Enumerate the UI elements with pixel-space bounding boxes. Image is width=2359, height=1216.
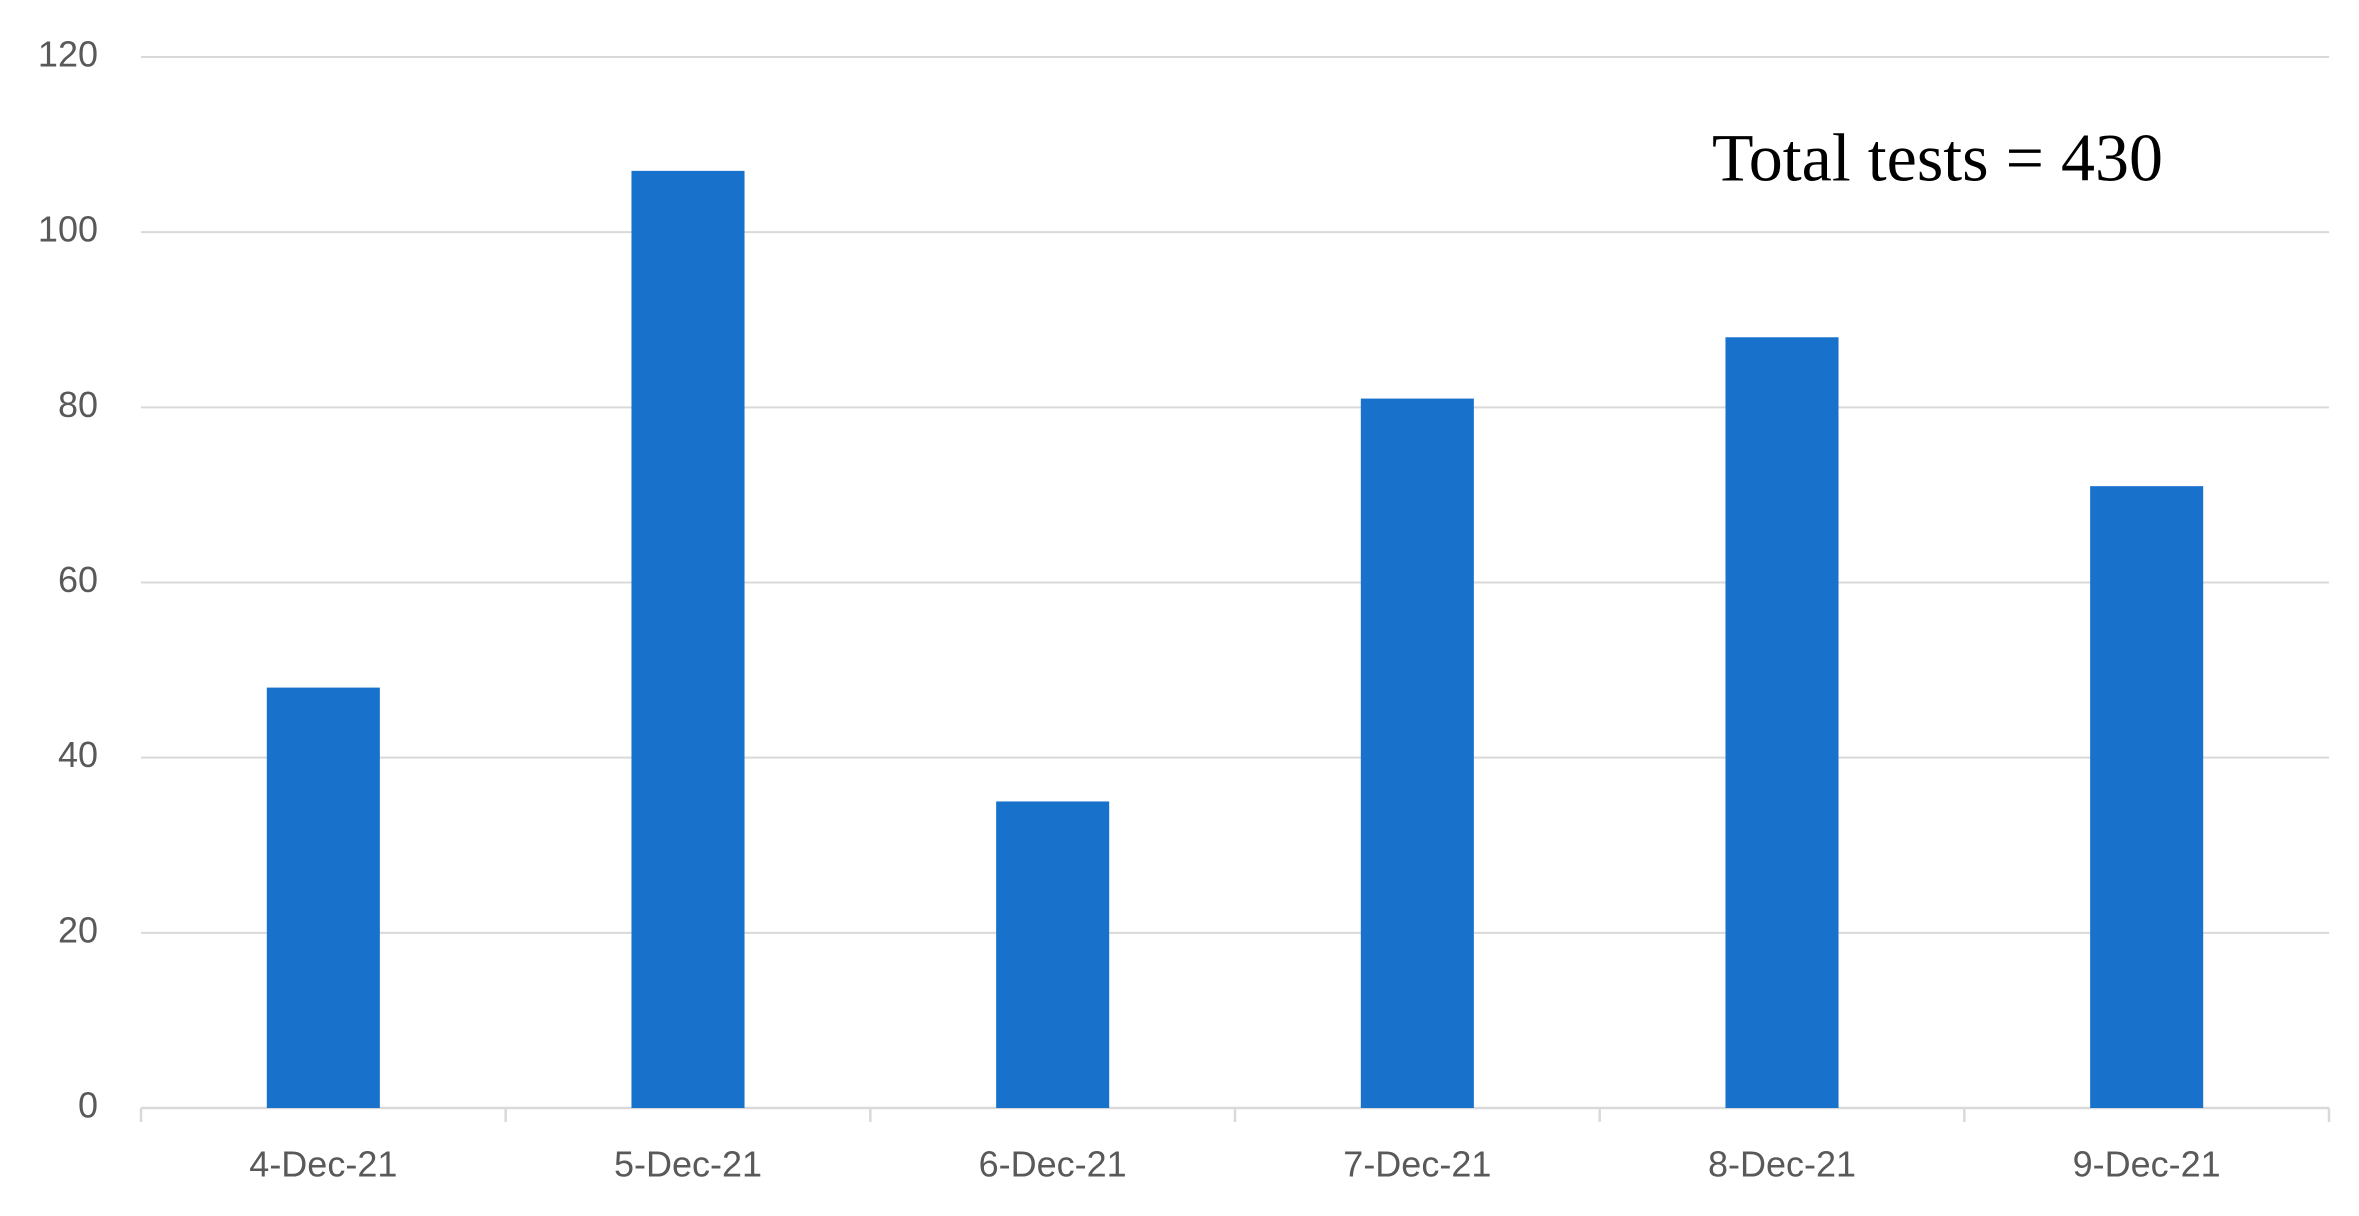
bar <box>631 170 745 1108</box>
x-tick-label: 8-Dec-21 <box>1708 1144 1856 1185</box>
y-tick-label: 120 <box>38 34 98 75</box>
y-tick-label: 20 <box>58 909 98 950</box>
y-tick-label: 40 <box>58 734 98 775</box>
x-tick-label: 7-Dec-21 <box>1343 1144 1491 1185</box>
y-tick-label: 100 <box>38 209 98 250</box>
x-tick-label: 6-Dec-21 <box>979 1144 1127 1185</box>
annotation: Total tests = 430 <box>1712 120 2163 196</box>
x-tick-label: 9-Dec-21 <box>2073 1144 2221 1185</box>
bar <box>266 687 380 1108</box>
x-tick-label: 5-Dec-21 <box>614 1144 762 1185</box>
y-tick-label: 80 <box>58 384 98 425</box>
x-tick-label: 4-Dec-21 <box>249 1144 397 1185</box>
bar <box>1360 398 1474 1108</box>
bar <box>996 801 1110 1108</box>
bar <box>2090 486 2204 1108</box>
bar <box>1725 337 1839 1108</box>
y-tick-label: 60 <box>58 559 98 600</box>
y-tick-label: 0 <box>78 1085 98 1126</box>
